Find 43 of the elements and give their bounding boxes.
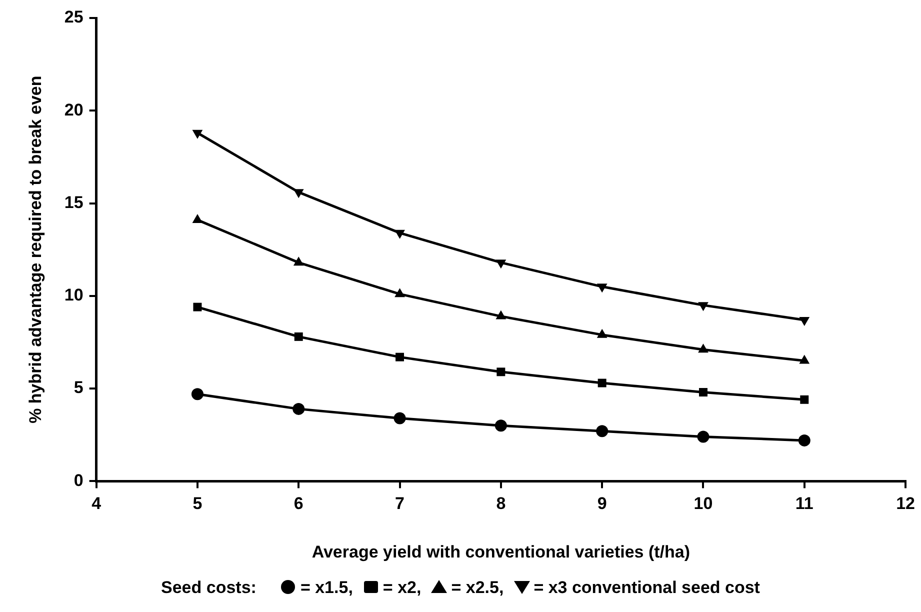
x-tick-label: 7 xyxy=(395,494,405,514)
point xyxy=(293,189,304,198)
x-tick-label: 6 xyxy=(294,494,304,514)
point xyxy=(192,130,203,139)
legend-label: = x2.5, xyxy=(451,578,504,597)
point xyxy=(799,317,810,326)
legend-label: = x2, xyxy=(382,578,422,597)
point xyxy=(394,230,405,239)
point xyxy=(598,378,606,388)
point xyxy=(596,425,608,438)
x-tick-label: 10 xyxy=(694,494,713,514)
x-tick-label: 4 xyxy=(92,494,102,514)
x-tick-label: 12 xyxy=(896,494,916,514)
point xyxy=(294,332,303,341)
y-tick-label: 0 xyxy=(74,470,84,490)
y-tick-label: 10 xyxy=(64,286,84,305)
point xyxy=(698,388,708,397)
point xyxy=(800,395,809,404)
x-tick-label: 8 xyxy=(496,494,506,514)
point xyxy=(596,284,608,293)
x-tick-label: 11 xyxy=(795,494,814,514)
point xyxy=(396,352,404,362)
point xyxy=(193,302,202,312)
point xyxy=(496,368,506,376)
point xyxy=(394,412,406,424)
x-axis-title: Average yield with conventional varieties (t/ha) xyxy=(312,542,690,562)
legend-label: = x3 conventional seed cost xyxy=(534,578,760,597)
point xyxy=(697,430,710,443)
legend-label: = x1.5, xyxy=(300,578,353,597)
point xyxy=(798,434,810,446)
point xyxy=(496,260,506,269)
y-axis-title: % hybrid advantage required to break even xyxy=(26,76,45,424)
y-tick-label: 5 xyxy=(74,378,84,398)
point xyxy=(292,402,305,415)
x-tick-label: 9 xyxy=(597,494,607,514)
legend-title: Seed costs: xyxy=(161,578,256,597)
y-tick-label: 20 xyxy=(64,100,84,120)
point xyxy=(494,420,507,432)
point xyxy=(191,388,204,400)
y-tick-label: 15 xyxy=(64,192,84,212)
x-tick-label: 5 xyxy=(192,494,202,514)
y-tick-label: 25 xyxy=(64,8,84,27)
point xyxy=(698,302,708,312)
